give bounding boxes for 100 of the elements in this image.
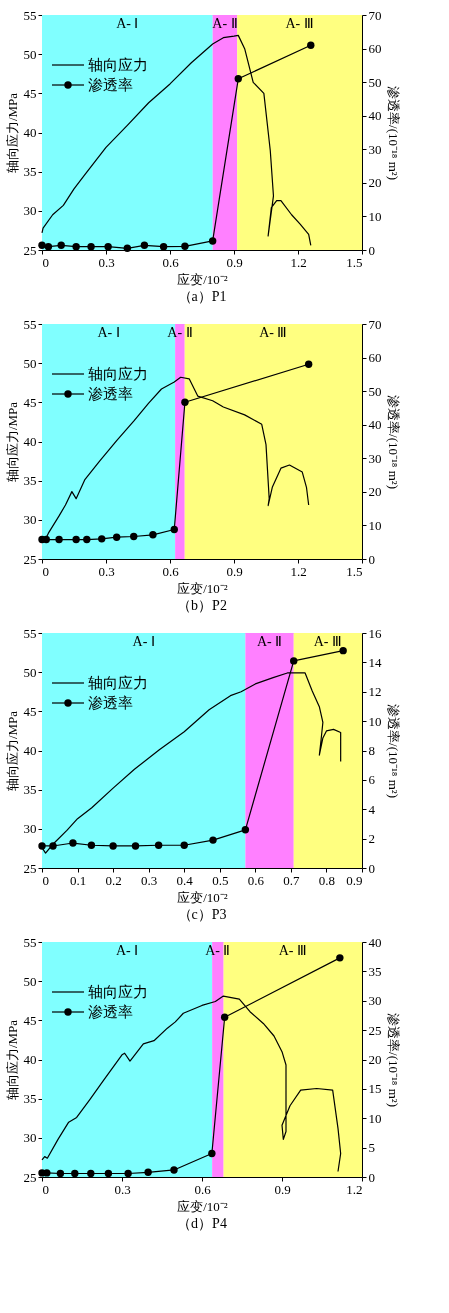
y-tick-label: 50 [23,973,37,989]
y-tick-label: 35 [23,473,37,489]
x-tick-label: 0.9 [346,872,363,888]
y-tick-label: 50 [23,664,37,680]
y-tick-label: 55 [23,7,37,23]
point [44,242,53,251]
y2-axis-title: 渗透率/(10⁻¹⁸ m²) [385,1013,401,1107]
point [98,535,106,543]
point [104,1169,113,1178]
point [220,1013,229,1021]
y-tick-label: 45 [23,703,37,719]
point [56,1169,65,1178]
y-tick-label: 35 [23,164,37,180]
x-tick-label: 0.3 [141,872,158,888]
y-tick-label: 25 [23,551,37,567]
point [109,842,117,850]
point [72,535,80,544]
x-tick-label: 0.6 [194,1181,212,1197]
point [339,646,347,655]
y2-tick-label: 35 [368,963,382,979]
y-tick-label: 30 [23,1130,37,1146]
text: （c）P3 [177,907,227,922]
x-tick-label: 0 [42,254,49,270]
point [83,535,91,544]
y2-tick-label: 30 [368,993,382,1009]
point [71,1169,79,1178]
text: （d）P4 [177,1216,227,1231]
y2-tick-label: 50 [368,74,382,90]
x-tick-label: 1.2 [346,1181,363,1197]
y-tick-label: 45 [23,394,37,410]
point [170,525,178,534]
y2-tick-label: 4 [368,801,376,817]
y2-tick-label: 0 [368,242,375,258]
y-axis-title: 轴向应力/MPa [4,710,20,792]
x-tick-label: 0.5 [212,872,229,888]
point [55,535,63,544]
y2-tick-label: 60 [368,41,382,57]
point [181,242,189,251]
x-tick-label: 0.4 [176,872,194,888]
band-label: A- Ⅱ [212,16,238,31]
point [38,842,46,850]
point [144,1168,152,1176]
band-label: A- Ⅲ [313,634,343,649]
band-label: A- Ⅲ [285,16,314,31]
y2-tick-label: 25 [368,1022,382,1038]
point [234,75,242,83]
y2-tick-label: 50 [368,383,382,399]
y2-tick-label: 15 [368,1081,382,1097]
y-tick-label: 30 [23,203,37,219]
y-tick-label: 45 [23,1012,37,1028]
legend-label: 渗透率 [88,1003,133,1021]
point [154,841,163,849]
x-tick-label: 0.3 [114,1181,131,1197]
point [290,657,298,665]
point [123,244,132,253]
x-tick-label: 0.6 [247,872,265,888]
band-label: A- Ⅰ [115,943,139,958]
y-tick-label: 40 [23,434,37,449]
y2-tick-label: 30 [368,450,382,466]
y-axis-title: 轴向应力/MPa [4,1019,20,1101]
point [336,954,344,962]
y2-tick-label: 10 [368,1110,382,1126]
y-tick-label: 25 [23,242,37,258]
y-tick-label: 25 [23,1169,37,1185]
y2-tick-label: 40 [368,108,382,124]
legend-label: 渗透率 [88,385,133,403]
point [159,242,168,251]
band-label: A- Ⅰ [116,16,139,31]
band-label: A- Ⅲ [259,325,288,340]
y2-tick-label: 12 [368,684,382,700]
point [130,532,138,541]
point [208,237,217,245]
y2-tick-label: 10 [368,517,382,533]
point [208,1149,216,1158]
text: （a）P1 [177,289,227,304]
x-axis-title: 应变/10⁻² [177,271,228,287]
point [124,1169,132,1178]
x-axis-title: 应变/10⁻² [177,1198,228,1214]
legend-label: 渗透率 [88,76,133,94]
y2-tick-label: 20 [368,1052,382,1067]
point [307,41,315,49]
y-tick-label: 55 [23,316,37,332]
x-tick-label: 0 [42,872,49,888]
x-tick-label: 1.5 [346,254,363,270]
legend-label: 轴向应力 [88,365,148,383]
y-tick-label: 30 [23,512,37,528]
point [304,360,313,368]
point [104,242,112,251]
point [87,841,96,849]
y2-tick-label: 40 [368,934,382,950]
x-tick-label: 0.6 [162,254,180,270]
point [87,1169,95,1178]
y2-tick-label: 0 [368,860,375,876]
y2-axis-title: 渗透率/(10⁻¹⁸ m²) [385,704,401,798]
y2-tick-label: 20 [368,175,382,191]
y-tick-label: 25 [23,860,37,876]
y-tick-label: 40 [23,1052,37,1067]
y2-tick-label: 20 [368,484,382,500]
y2-tick-label: 0 [368,551,375,567]
point [87,242,95,251]
